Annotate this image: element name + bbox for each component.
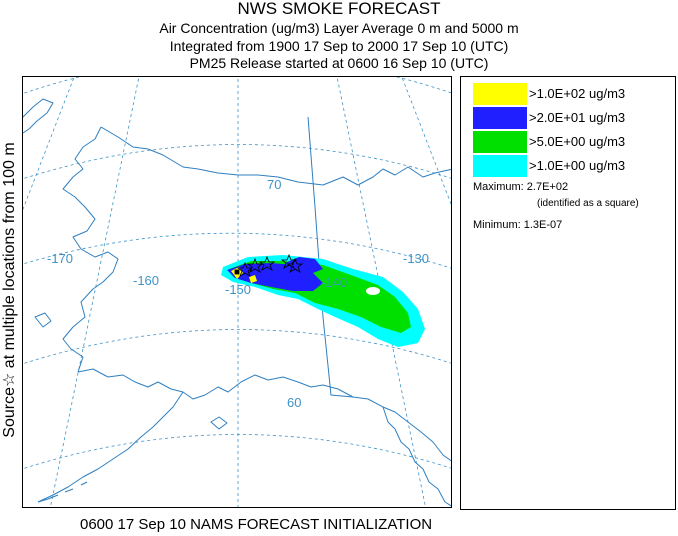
lat-arc-55 [23, 434, 451, 470]
plume-level-4b [249, 275, 257, 283]
coast-kodiak [210, 416, 228, 430]
legend-label-1: >1.0E+00 ug/m3 [529, 158, 626, 173]
forecast-initialization: 0600 17 Sep 10 NAMS FORECAST INITIALIZAT… [80, 516, 433, 533]
source-markers [234, 253, 304, 277]
meridian-130 [401, 77, 451, 205]
coast-chukotka [23, 98, 54, 134]
label-lon-140: -140 [321, 275, 347, 290]
legend-minimum: Minimum: 1.3E-07 [473, 219, 563, 231]
meridian-170 [23, 77, 75, 211]
legend-swatch-1 [473, 155, 527, 177]
legend-panel: >1.0E+02 ug/m3 >2.0E+01 ug/m3 >5.0E+00 u… [460, 76, 676, 510]
coastline [23, 98, 451, 507]
legend-swatch-5 [473, 131, 527, 153]
lat-arc-60 [23, 329, 451, 365]
subtitle-integration: Integrated from 1900 17 Sep to 2000 17 S… [169, 38, 509, 54]
legend-item-5: >5.0E+00 ug/m3 [473, 131, 673, 153]
page-title: NWS SMOKE FORECAST [237, 0, 441, 18]
coast-peninsula [37, 391, 184, 503]
legend-maximum-note: (identified as a square) [537, 198, 639, 209]
coast-panhandle [382, 406, 451, 507]
label-lon-130: -130 [403, 251, 429, 266]
legend-item-20: >2.0E+01 ug/m3 [473, 107, 673, 129]
lat-arc-65 [23, 232, 451, 269]
legend-item-1: >1.0E+00 ug/m3 [473, 155, 673, 177]
legend-label-20: >2.0E+01 ug/m3 [529, 110, 626, 125]
legend-swatch-100 [473, 83, 527, 105]
coast-st-lawrence [34, 312, 52, 328]
lat-arc-80 [23, 77, 451, 95]
border-line [307, 116, 354, 398]
lat-arc-70 [23, 144, 451, 180]
coast-west [62, 126, 119, 373]
legend-item-100: >1.0E+02 ug/m3 [473, 83, 673, 105]
legend-label-5: >5.0E+00 ug/m3 [529, 134, 626, 149]
source-star-1 [236, 261, 254, 277]
source-label: Source☆ at multiple locations from 100 m [1, 142, 18, 438]
coast-north-slope [100, 126, 451, 186]
map-panel: -170 -160 -150 -140 -130 70 60 [22, 76, 452, 508]
label-lon-160: -160 [133, 273, 159, 288]
source-star-3 [258, 255, 276, 271]
legend-label-100: >1.0E+02 ug/m3 [529, 86, 626, 101]
coast-aleutians [37, 481, 88, 503]
label-lat-70: 70 [267, 177, 281, 192]
meridian-160 [50, 77, 140, 507]
label-lat-60: 60 [287, 395, 301, 410]
legend-swatch-20 [473, 107, 527, 129]
source-star-5 [286, 257, 304, 273]
label-lon-170: -170 [47, 251, 73, 266]
label-lon-150: -150 [225, 282, 251, 297]
legend-maximum: Maximum: 2.7E+02 [473, 181, 569, 193]
subtitle-release: PM25 Release started at 0600 16 Sep 10 (… [189, 55, 489, 71]
maximum-square [234, 269, 240, 275]
source-star-2 [246, 257, 264, 273]
coast-gulf [77, 368, 451, 462]
plume-gap [366, 287, 380, 295]
subtitle-concentration: Air Concentration (ug/m3) Layer Average … [159, 20, 519, 36]
map-svg: -170 -160 -150 -140 -130 70 60 [23, 77, 451, 507]
